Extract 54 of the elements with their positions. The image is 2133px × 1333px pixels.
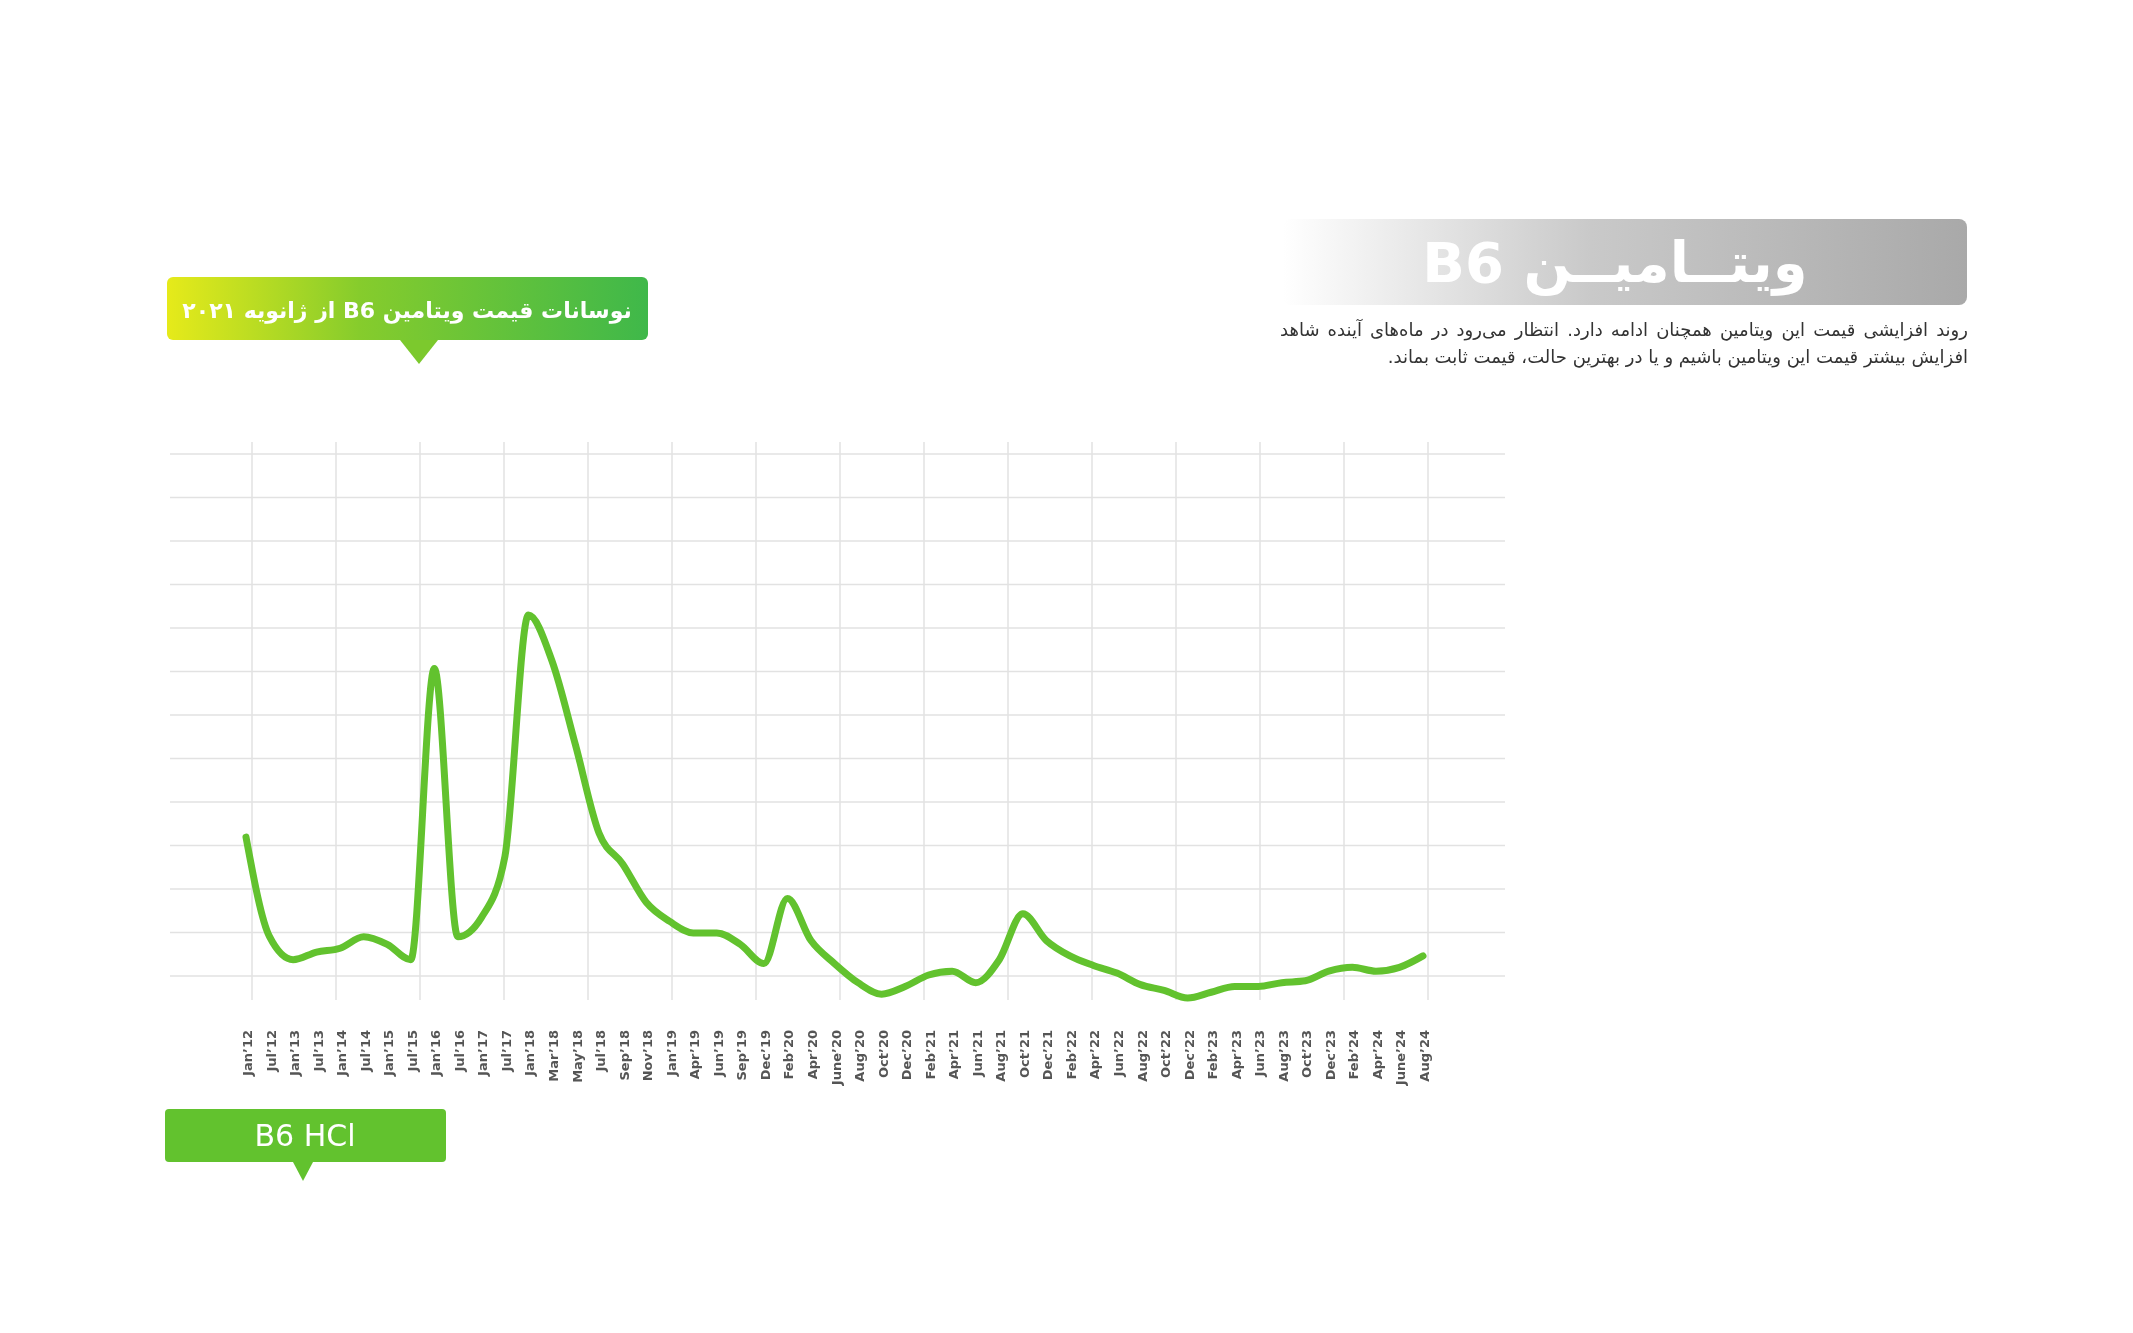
x-tick-label: Jan’17 (475, 1030, 491, 1077)
x-tick-label: Mar’18 (546, 1030, 562, 1082)
x-tick-label: Jul’13 (310, 1030, 326, 1073)
x-tick-label: Nov’18 (640, 1030, 656, 1082)
chart-subtitle: نوسانات قیمت ویتامین B6 از ژانویه ۲۰۲۱ (182, 298, 632, 324)
x-tick-label: Dec’22 (1181, 1030, 1197, 1081)
x-tick-label: Oct’23 (1299, 1030, 1315, 1079)
x-tick-label: Oct’20 (875, 1030, 891, 1079)
x-tick-label: June’20 (828, 1030, 844, 1087)
x-tick-label: June’24 (1393, 1030, 1409, 1087)
x-tick-label: Apr’24 (1369, 1030, 1385, 1080)
x-tick-label: Jan’19 (663, 1030, 679, 1077)
x-tick-label: Jan’14 (334, 1030, 350, 1077)
x-tick-label: Apr’21 (946, 1030, 962, 1080)
x-tick-label: Jan’13 (287, 1030, 303, 1077)
x-tick-label: Aug’20 (852, 1030, 868, 1082)
x-tick-label: Jan’12 (240, 1030, 255, 1077)
x-tick-label: Apr’23 (1228, 1030, 1244, 1080)
x-tick-label: Dec’21 (1040, 1030, 1056, 1081)
text: B6 HCl (254, 1118, 356, 1153)
x-tick-label: May’18 (569, 1030, 585, 1083)
x-tick-label: Apr’19 (687, 1030, 703, 1080)
x-tick-label: Feb’22 (1063, 1030, 1079, 1080)
x-tick-label: Jan’18 (522, 1030, 538, 1077)
x-tick-label: Feb’24 (1346, 1030, 1362, 1080)
x-tick-label: Feb’20 (781, 1030, 797, 1080)
x-tick-label: Feb’21 (922, 1030, 938, 1080)
x-tick-label: Jan’16 (428, 1030, 444, 1077)
x-tick-label: Feb’23 (1205, 1030, 1221, 1080)
x-tick-label: Sep’18 (616, 1030, 632, 1081)
x-tick-label: Jun’19 (710, 1030, 726, 1078)
x-tick-label: Sep’19 (734, 1030, 750, 1081)
text: روند افزایشی قیمت این ویتامین همچنان ادامه دارد. انتظار می‌رود در ماه‌های آینده شاهد افزایش بیشتر قیمت این ویتامین باشیم و یا در بهترین حالت، قیمت ثابت بماند. (1280, 318, 1968, 370)
x-tick-label: Dec’23 (1322, 1030, 1338, 1081)
x-tick-label: Jul’18 (593, 1030, 609, 1073)
x-tick-label: Jul’15 (404, 1030, 420, 1073)
x-tick-label: Dec’19 (757, 1030, 773, 1081)
x-tick-label: Apr’22 (1087, 1030, 1103, 1080)
x-tick-label: Jun’22 (1110, 1030, 1126, 1078)
x-tick-label: Jan’15 (381, 1030, 397, 1077)
x-tick-label: Jul’17 (498, 1030, 514, 1073)
x-tick-label: Jul’12 (263, 1030, 279, 1073)
x-tick-label: Aug’21 (993, 1030, 1009, 1082)
x-tick-label: Aug’23 (1275, 1030, 1291, 1082)
x-tick-label: Dec’20 (899, 1030, 915, 1081)
x-tick-label: Jun’23 (1252, 1030, 1268, 1078)
x-tick-label: Jul’16 (451, 1030, 467, 1073)
x-tick-label: Aug’22 (1134, 1030, 1150, 1082)
x-tick-label: Jun’21 (969, 1030, 985, 1078)
x-tick-label: Apr’20 (804, 1030, 820, 1080)
x-tick-label: Jul’14 (357, 1030, 373, 1073)
x-tick-label: Oct’21 (1016, 1030, 1032, 1079)
x-tick-label: Oct’22 (1158, 1030, 1174, 1079)
x-tick-label: Aug’24 (1417, 1030, 1432, 1082)
